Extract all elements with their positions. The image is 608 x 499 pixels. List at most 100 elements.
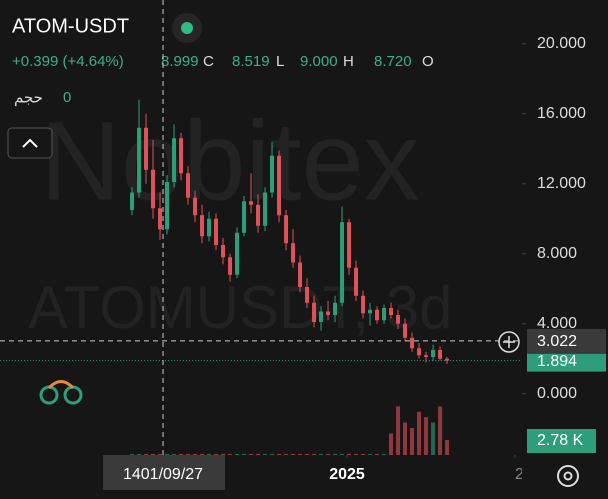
volume-bar: [151, 453, 156, 455]
x-crosshair-box: [103, 455, 226, 490]
candle-body: [375, 309, 380, 321]
volume-bar: [144, 453, 149, 455]
volume-bar: [263, 453, 268, 455]
volume-bar: [186, 453, 191, 455]
candle-body: [256, 204, 261, 226]
low-key: L: [276, 53, 284, 70]
candle-body: [445, 358, 450, 361]
volume-label-box: [527, 428, 596, 453]
volume-bar: [158, 453, 163, 455]
candle-body: [235, 232, 240, 275]
candle-body: [340, 222, 345, 303]
candle-body: [165, 182, 170, 230]
logo: [39, 380, 83, 405]
y-tick-label: 12.000: [537, 175, 586, 192]
open-key: O: [422, 53, 434, 70]
volume-bar: [396, 406, 401, 455]
candle-body: [277, 155, 282, 216]
volume-bar: [179, 453, 184, 455]
candle-body: [249, 201, 254, 205]
add-icon: [503, 336, 515, 348]
candle-body: [221, 245, 226, 258]
candle-body: [291, 243, 296, 263]
candle-body: [438, 350, 443, 359]
candle-body: [242, 201, 247, 233]
volume-bar: [431, 422, 436, 455]
candle-body: [214, 218, 219, 245]
candle-body: [298, 262, 303, 287]
candle-body: [354, 267, 359, 296]
volume-bar: [347, 453, 352, 455]
y-tick-label: 20.000: [537, 35, 586, 52]
candle-body: [312, 302, 317, 322]
volume-label: 2.78 K: [537, 432, 584, 449]
y-tick-label: 16.000: [537, 105, 586, 122]
volume-header: 0: [63, 89, 71, 106]
add-button[interactable]: [498, 331, 520, 353]
x-tick-label: 1401/09/27: [123, 466, 203, 483]
candle-body: [424, 355, 429, 357]
watermark-symbol: ATOMUSDT, 3d: [28, 274, 453, 341]
candle-body: [382, 308, 387, 321]
x-tick-label: 2025: [329, 466, 365, 483]
volume-bar: [193, 453, 198, 455]
candle-body: [200, 215, 205, 237]
y-tick-label: 4.000: [537, 315, 577, 332]
volume-bar: [354, 453, 359, 455]
volume-bar: [235, 453, 240, 455]
volume-bar: [375, 453, 380, 455]
change: +0.399 (+4.64%): [12, 53, 124, 70]
volume-bar: [256, 453, 261, 455]
candle-body: [263, 192, 268, 226]
candle-body: [417, 348, 422, 356]
volume-bar: [333, 453, 338, 455]
candle-body: [207, 218, 212, 237]
chart-title: ATOM-USDT: [12, 15, 129, 37]
candle-body: [403, 323, 408, 338]
volume-bar: [200, 453, 205, 455]
volume-bar: [298, 453, 303, 455]
crosshair-label: 3.022: [537, 333, 577, 350]
collapse-button[interactable]: [7, 127, 53, 159]
last-price-box: [527, 350, 606, 372]
volume-bar: [228, 453, 233, 455]
volume-bar: [403, 422, 408, 455]
crosshair-box: [527, 328, 606, 354]
volume-bar: [214, 453, 219, 455]
volume-bar: [361, 453, 366, 455]
volume-bar: [410, 428, 415, 455]
candle-body: [270, 155, 275, 193]
candle-body: [361, 295, 366, 314]
volume-bar: [172, 453, 177, 455]
volume-bar: [284, 453, 289, 455]
volume-bar: [277, 453, 282, 455]
volume-bar: [249, 453, 254, 455]
y-tick-label: 0.000: [537, 385, 577, 402]
watermark: Nobitex: [40, 99, 420, 224]
candle-body: [333, 302, 338, 315]
volume-bar: [305, 453, 310, 455]
candle-body: [326, 311, 331, 315]
candle-body: [144, 127, 149, 170]
candle-body: [431, 350, 436, 357]
volume-title: حجم: [14, 89, 43, 107]
collapse-arrow: [22, 138, 38, 148]
high-value: 9.000: [300, 53, 338, 70]
candle-body: [396, 315, 401, 324]
candle-body: [172, 138, 177, 182]
high-key: H: [343, 53, 354, 70]
close-key: C: [203, 53, 214, 70]
volume-bar: [270, 453, 275, 455]
candle-body: [158, 208, 163, 230]
volume-bar: [382, 453, 387, 455]
candle-body: [179, 138, 184, 174]
volume-bar: [137, 453, 142, 455]
open-value: 8.720: [374, 53, 412, 70]
volume-bar: [340, 453, 345, 455]
volume-bar: [326, 453, 331, 455]
volume-bar: [291, 453, 296, 455]
settings-button[interactable]: [557, 465, 579, 487]
volume-bar: [130, 453, 135, 455]
volume-bar: [312, 453, 317, 455]
